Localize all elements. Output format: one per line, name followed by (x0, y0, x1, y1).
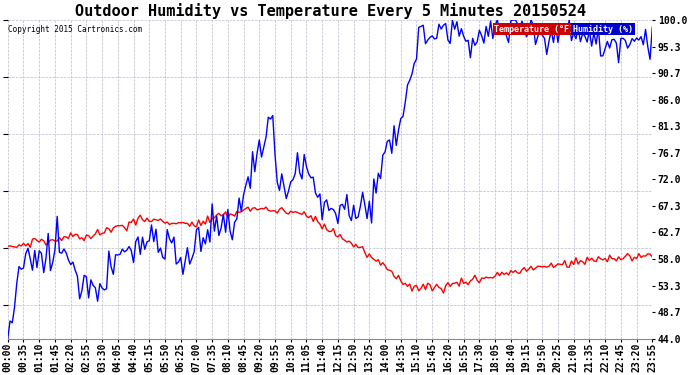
Text: Humidity (%): Humidity (%) (573, 25, 633, 34)
Text: Temperature (°F): Temperature (°F) (495, 25, 574, 34)
Title: Outdoor Humidity vs Temperature Every 5 Minutes 20150524: Outdoor Humidity vs Temperature Every 5 … (75, 3, 586, 19)
Text: Copyright 2015 Cartronics.com: Copyright 2015 Cartronics.com (8, 25, 143, 34)
